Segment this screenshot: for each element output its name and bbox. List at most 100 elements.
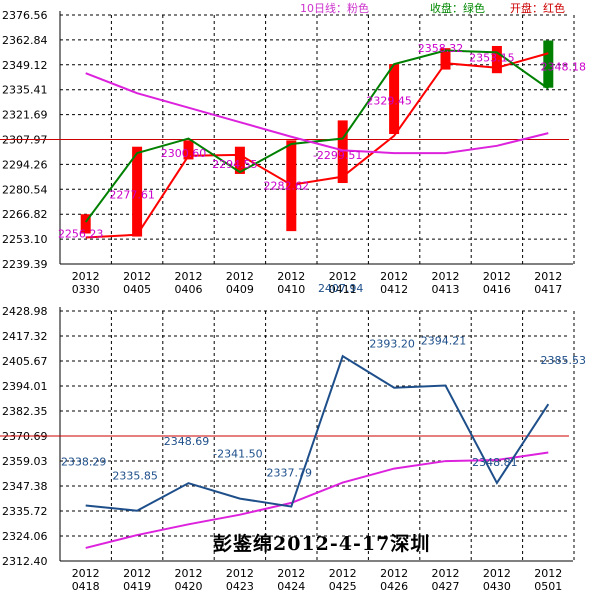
candle-body xyxy=(337,120,348,184)
ma10-series-line xyxy=(85,72,549,155)
lower-forecast-chart: 2312.402324.062335.722347.382359.032370.… xyxy=(0,282,586,593)
x-tick-label-year: 2012 xyxy=(329,567,357,580)
y-tick-label: 2362.84 xyxy=(2,34,48,47)
x-tick-label-date: 0406 xyxy=(175,283,203,296)
data-label: 2348.69 xyxy=(164,435,210,448)
data-label: 2329.45 xyxy=(366,95,412,108)
y-tick-label: 2359.03 xyxy=(2,455,48,468)
candle-body xyxy=(183,140,194,160)
legend-ma-label: 10日线：粉色 xyxy=(300,1,369,15)
x-tick-label-year: 2012 xyxy=(72,567,100,580)
y-tick-label: 2335.41 xyxy=(2,84,48,97)
y-tick-label: 2349.12 xyxy=(2,59,48,72)
legend-open-label: 开盘：红色 xyxy=(510,1,565,15)
candle-body xyxy=(132,146,143,237)
x-tick-label-year: 2012 xyxy=(277,567,305,580)
data-label: 2338.29 xyxy=(61,455,107,468)
x-tick-label-date: 0425 xyxy=(329,580,357,593)
ma10-series-line xyxy=(85,451,549,549)
data-label: 2337.79 xyxy=(267,467,313,480)
y-tick-label: 2347.38 xyxy=(2,480,48,493)
x-tick-label-year: 2012 xyxy=(380,567,408,580)
data-label: 2348.81 xyxy=(472,456,518,469)
x-tick-label-year: 2012 xyxy=(72,270,100,283)
x-tick-label-year: 2012 xyxy=(277,270,305,283)
y-tick-label: 2253.10 xyxy=(2,233,48,246)
y-tick-label: 2239.39 xyxy=(2,258,48,271)
x-tick-label-date: 0420 xyxy=(175,580,203,593)
watermark-text: 彭鉴绵2012-4-17深圳 xyxy=(213,532,430,555)
x-tick-label-date: 0423 xyxy=(226,580,254,593)
data-label: 2394.21 xyxy=(421,335,467,348)
x-tick-label-year: 2012 xyxy=(175,567,203,580)
x-tick-label-date: 0411 xyxy=(329,283,357,296)
x-tick-label-year: 2012 xyxy=(123,270,151,283)
x-tick-label-date: 0409 xyxy=(226,283,254,296)
data-label: 2256.23 xyxy=(58,227,104,240)
y-tick-label: 2382.35 xyxy=(2,405,48,418)
x-tick-label-date: 0418 xyxy=(72,580,100,593)
y-tick-label: 2428.98 xyxy=(2,305,48,318)
x-tick-label-year: 2012 xyxy=(483,567,511,580)
data-label: -2299.51 xyxy=(313,149,362,162)
x-tick-label-date: 0426 xyxy=(380,580,408,593)
data-label: 2294.55 xyxy=(212,158,258,171)
legend-close-label: 收盘：绿色 xyxy=(430,1,485,15)
x-tick-label-date: 0427 xyxy=(432,580,460,593)
x-tick-label-year: 2012 xyxy=(534,270,562,283)
x-tick-label-date: 0405 xyxy=(123,283,151,296)
candle-body xyxy=(491,45,502,74)
data-label: 2300.60 xyxy=(161,147,207,160)
x-tick-label-date: 0430 xyxy=(483,580,511,593)
y-tick-label: 2405.67 xyxy=(2,355,48,368)
x-tick-label-date: 0410 xyxy=(277,283,305,296)
y-tick-label: 2266.82 xyxy=(2,208,48,221)
candle-body xyxy=(234,146,245,174)
x-tick-label-date: 0501 xyxy=(534,580,562,593)
y-tick-label: 2321.69 xyxy=(2,109,48,122)
upper-candlestick-chart: 2239.392253.102266.822280.542294.262307.… xyxy=(0,9,586,296)
close-series-line xyxy=(84,49,549,223)
y-tick-label: 2294.26 xyxy=(2,158,48,171)
open-series-line xyxy=(85,52,549,239)
x-tick-label-year: 2012 xyxy=(226,270,254,283)
y-tick-label: 2280.54 xyxy=(2,183,48,196)
x-tick-label-year: 2012 xyxy=(483,270,511,283)
x-tick-label-date: 0330 xyxy=(72,283,100,296)
data-label: 2407.94 xyxy=(318,282,364,295)
x-tick-label-date: 0413 xyxy=(432,283,460,296)
x-tick-label-year: 2012 xyxy=(534,567,562,580)
x-tick-label-year: 2012 xyxy=(432,270,460,283)
y-tick-label: 2324.06 xyxy=(2,530,48,543)
y-tick-label: 2335.72 xyxy=(2,505,48,518)
candle-body xyxy=(543,40,554,88)
candle-body xyxy=(80,214,91,234)
data-label: 2348.18 xyxy=(541,61,587,74)
data-label: 2282.62 xyxy=(264,180,310,193)
x-tick-label-year: 2012 xyxy=(123,567,151,580)
data-label: 2393.20 xyxy=(369,338,415,351)
forecast-series-line xyxy=(85,354,550,512)
y-tick-label: 2394.01 xyxy=(2,380,48,393)
data-label: 2335.85 xyxy=(112,470,158,483)
candle-body xyxy=(440,48,451,70)
data-label: -2341.50 xyxy=(213,448,262,461)
data-label: 2277.61 xyxy=(109,189,155,202)
x-tick-label-date: 0416 xyxy=(483,283,511,296)
legend: 10日线：粉色 收盘：绿色 开盘：红色 xyxy=(300,1,565,15)
x-tick-label-date: 0412 xyxy=(380,283,408,296)
x-tick-label-date: 0417 xyxy=(534,283,562,296)
y-tick-label: 2312.40 xyxy=(2,555,48,568)
data-label: 2358.32 xyxy=(418,42,464,55)
x-tick-label-date: 0419 xyxy=(123,580,151,593)
x-tick-label-year: 2012 xyxy=(329,270,357,283)
candle-body xyxy=(389,64,400,135)
x-tick-label-year: 2012 xyxy=(380,270,408,283)
data-label: 2385.53 xyxy=(541,354,587,367)
x-tick-label-year: 2012 xyxy=(432,567,460,580)
x-tick-label-year: 2012 xyxy=(175,270,203,283)
x-tick-label-year: 2012 xyxy=(226,567,254,580)
x-tick-label-date: 0424 xyxy=(277,580,305,593)
y-tick-label: 2417.32 xyxy=(2,330,48,343)
